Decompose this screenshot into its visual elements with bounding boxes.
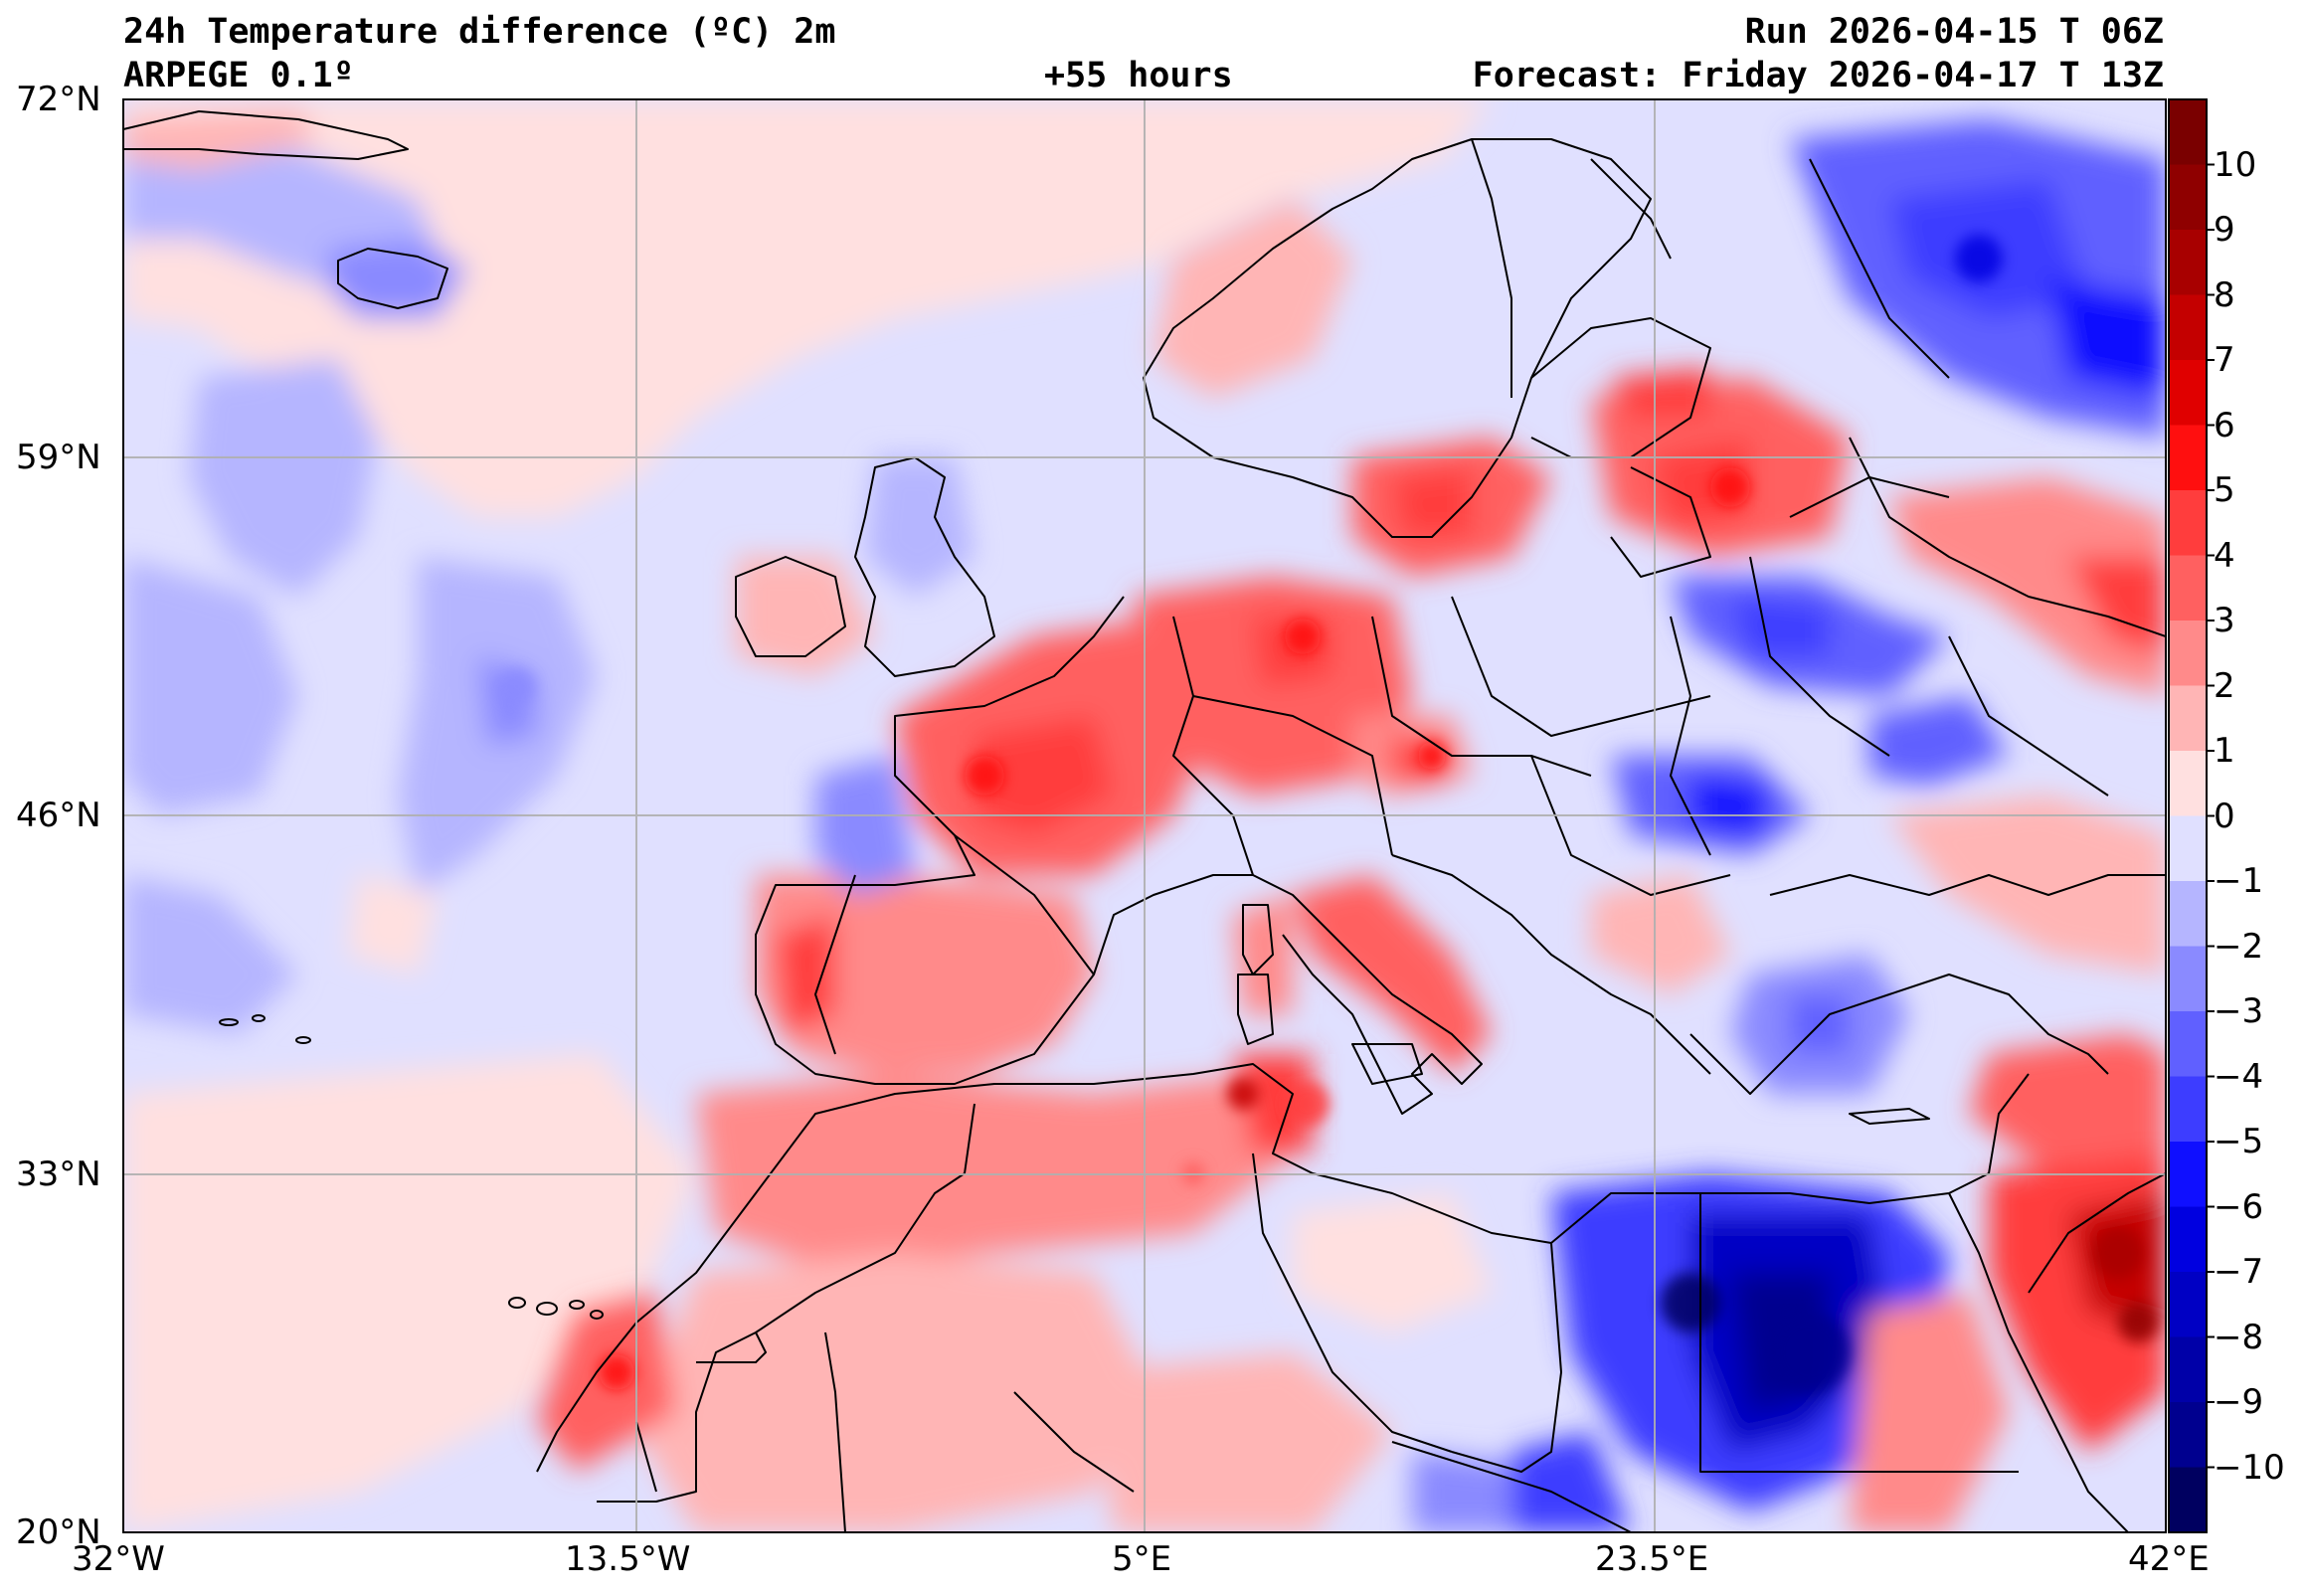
colorbar-label: −1: [2214, 861, 2264, 901]
graticule: [123, 99, 2166, 1532]
colorbar-segment: [2169, 621, 2207, 686]
lon-label-13-5w: 13.5°W: [565, 1539, 691, 1579]
lat-label-46n: 46°N: [16, 796, 101, 835]
colorbar-label: −3: [2214, 991, 2264, 1031]
colorbar-label: −8: [2214, 1317, 2264, 1357]
run-time: Run 2026-04-15 T 06Z: [1744, 12, 2164, 52]
colorbar-label: −10: [2214, 1447, 2285, 1488]
colorbar-label: 10: [2214, 144, 2257, 185]
colorbar-segment: [2169, 1206, 2207, 1273]
colorbar-segment: [2169, 815, 2207, 882]
colorbar-label: 1: [2214, 731, 2235, 771]
colorbar-label: −7: [2214, 1252, 2264, 1292]
colorbar-label: −4: [2214, 1056, 2264, 1097]
colorbar-segment: [2169, 555, 2207, 621]
lon-label-23-5e: 23.5°E: [1595, 1539, 1709, 1579]
colorbar-label: −6: [2214, 1186, 2264, 1227]
forecast-time: Forecast: Friday 2026-04-17 T 13Z: [1472, 56, 2164, 95]
colorbar-frame: [2168, 98, 2208, 1533]
colorbar-label: 4: [2214, 535, 2235, 576]
colorbar-segment: [2169, 1402, 2207, 1468]
map-frame: [122, 98, 2167, 1533]
colorbar-segment: [2169, 99, 2207, 165]
lon-label-42e: 42°E: [2128, 1539, 2210, 1579]
map-title: 24h Temperature difference (ºC) 2m: [123, 12, 836, 52]
colorbar-label: 2: [2214, 665, 2235, 706]
colorbar-segment: [2169, 294, 2207, 361]
colorbar-segment: [2169, 881, 2207, 947]
colorbar-segment: [2169, 946, 2207, 1012]
colorbar-segment: [2169, 490, 2207, 556]
lat-label-72n: 72°N: [16, 80, 101, 119]
colorbar-segment: [2169, 1142, 2207, 1207]
colorbar-label: −5: [2214, 1122, 2264, 1161]
lon-label-5e: 5°E: [1112, 1539, 1172, 1579]
colorbar-segment: [2169, 1011, 2207, 1077]
colorbar-segment: [2169, 360, 2207, 426]
colorbar: [2169, 99, 2215, 1533]
colorbar-label: 5: [2214, 470, 2235, 510]
colorbar-label: 3: [2214, 601, 2235, 640]
colorbar-segment: [2169, 685, 2207, 752]
colorbar-segment: [2169, 230, 2207, 295]
colorbar-label: 7: [2214, 340, 2235, 380]
colorbar-label: 0: [2214, 796, 2235, 836]
model-name: ARPEGE 0.1º: [123, 56, 354, 95]
lon-label-32w: 32°W: [72, 1539, 165, 1579]
lat-label-33n: 33°N: [16, 1154, 101, 1194]
colorbar-label: −9: [2214, 1382, 2264, 1422]
lat-label-20n: 20°N: [16, 1512, 101, 1552]
colorbar-segment: [2169, 164, 2207, 231]
colorbar-segment: [2169, 425, 2207, 491]
lead-time: +55 hours: [1044, 56, 1233, 95]
colorbar-label: −2: [2214, 926, 2264, 967]
colorbar-label: 8: [2214, 274, 2235, 315]
colorbar-segment: [2169, 751, 2207, 816]
colorbar-label: 6: [2214, 405, 2235, 445]
colorbar-segment: [2169, 1076, 2207, 1143]
colorbar-segment: [2169, 1336, 2207, 1403]
colorbar-segment: [2169, 1272, 2207, 1337]
colorbar-label: 9: [2214, 210, 2235, 250]
colorbar-segment: [2169, 1467, 2207, 1533]
lat-label-59n: 59°N: [16, 438, 101, 477]
